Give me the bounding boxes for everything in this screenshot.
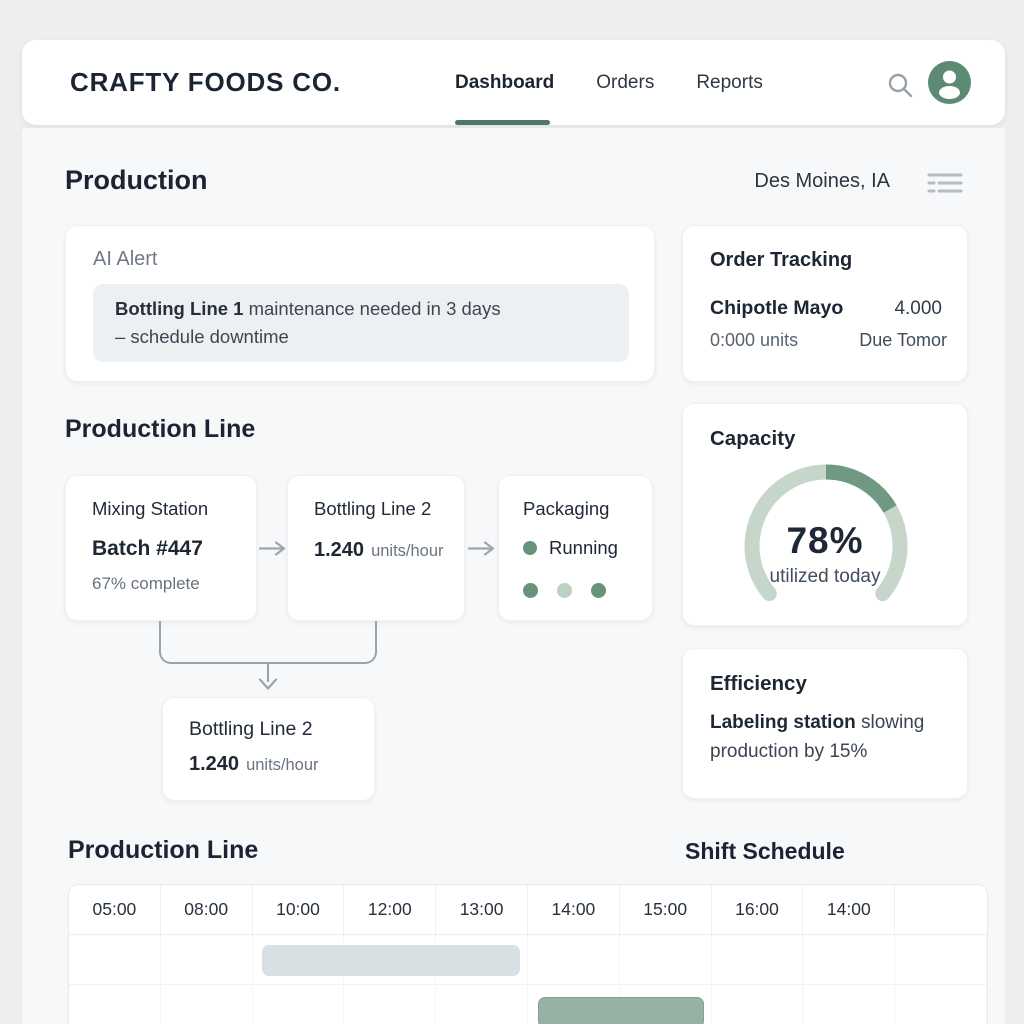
order-due-date: Due Tomor <box>859 330 947 350</box>
schedule-left-title: Production Line <box>68 836 259 864</box>
station-name: Bottling Line 2 <box>189 718 313 740</box>
user-avatar-icon[interactable] <box>928 61 971 104</box>
ai-alert-message: Bottling Line 1 maintenance needed in 3 … <box>93 284 629 362</box>
main-nav: Dashboard Orders Reports <box>455 40 763 125</box>
station-rate: 1.240 units/hour <box>189 753 348 776</box>
station-name: Mixing Station <box>92 498 209 519</box>
order-product-name: Chipotle Mayo <box>710 297 844 319</box>
search-icon[interactable] <box>886 71 914 99</box>
time-header-cell: 12:00 <box>344 885 437 934</box>
station-name: Packaging <box>523 498 610 519</box>
list-menu-icon[interactable] <box>925 171 965 195</box>
order-tracking-card: Order Tracking Chipotle Mayo 4.000 0:000… <box>682 225 968 382</box>
schedule-right-title: Shift Schedule <box>685 838 845 864</box>
arrow-down-icon <box>258 678 278 691</box>
flow-connector-line <box>267 663 269 682</box>
time-header-cell: 05:00 <box>69 885 161 934</box>
shift-schedule-grid: 05:00 08:00 10:00 12:00 13:00 14:00 15:0… <box>68 884 988 1024</box>
rate-value: 1.240 <box>314 539 365 561</box>
station-status: Running <box>523 537 628 559</box>
schedule-row-1 <box>69 935 987 985</box>
batch-number: Batch #447 <box>92 537 203 560</box>
station-card-bottling: Bottling Line 2 1.240 units/hour <box>287 475 465 621</box>
app-header: CRAFTY FOODS CO. Dashboard Orders Report… <box>22 40 1005 125</box>
time-header-cell: 14:00 <box>803 885 896 934</box>
ai-alert-card: AI Alert Bottling Line 1 maintenance nee… <box>65 225 655 382</box>
station-name: Bottling Line 2 <box>314 498 432 519</box>
order-tracking-title: Order Tracking <box>710 249 853 271</box>
status-label: Running <box>549 537 618 558</box>
arrow-right-icon <box>259 541 287 556</box>
indicator-dot-icon <box>591 583 606 598</box>
location-label: Des Moines, IA <box>754 170 890 192</box>
efficiency-title: Efficiency <box>710 672 807 695</box>
time-header-cell: 15:00 <box>620 885 712 934</box>
ai-alert-line1: Bottling Line 1 maintenance needed in 3 … <box>115 298 501 319</box>
order-subrow: 0:000 units Due Tomor <box>710 330 947 351</box>
flow-connector-line <box>159 621 377 664</box>
order-row: Chipotle Mayo 4.000 <box>710 297 942 320</box>
indicator-dot-icon <box>523 583 538 598</box>
production-line-section-title: Production Line <box>65 415 256 443</box>
arrow-right-icon <box>468 541 496 556</box>
capacity-title: Capacity <box>710 427 796 450</box>
order-quantity: 4.000 <box>894 298 942 319</box>
time-header-cell: 08:00 <box>161 885 253 934</box>
time-header-cell: 10:00 <box>253 885 345 934</box>
capacity-gauge <box>731 454 921 604</box>
nav-tab-dashboard[interactable]: Dashboard <box>455 71 555 93</box>
time-header-cell-empty <box>895 885 987 934</box>
time-header-cell: 14:00 <box>528 885 620 934</box>
status-indicator-dots <box>523 583 628 598</box>
gantt-bar-shift-1 <box>262 945 520 976</box>
batch-progress: 67% complete <box>92 574 200 593</box>
station-rate: 1.240 units/hour <box>314 539 444 562</box>
station-card-bottling-merged: Bottling Line 2 1.240 units/hour <box>162 697 375 801</box>
page-title: Production <box>65 165 208 195</box>
station-card-mixing: Mixing Station Batch #447 67% complete <box>65 475 257 621</box>
time-header-cell: 16:00 <box>712 885 804 934</box>
status-dot-icon <box>523 541 537 555</box>
schedule-row-2 <box>69 985 987 1024</box>
capacity-card: Capacity 78% utilized today <box>682 403 968 626</box>
gantt-bar-shift-2 <box>538 997 704 1024</box>
nav-tab-orders[interactable]: Orders <box>596 71 655 93</box>
time-header-cell: 13:00 <box>436 885 528 934</box>
efficiency-card: Efficiency Labeling station slowing prod… <box>682 648 968 799</box>
station-card-packaging: Packaging Running <box>498 475 653 621</box>
order-units: 0:000 units <box>710 330 799 350</box>
ai-alert-line2: – schedule downtime <box>115 325 289 347</box>
nav-tab-reports[interactable]: Reports <box>696 71 763 93</box>
rate-unit: units/hour <box>371 542 444 560</box>
indicator-dot-icon <box>557 583 572 598</box>
rate-unit: units/hour <box>246 756 319 774</box>
capacity-caption: utilized today <box>769 566 881 587</box>
efficiency-message: Labeling station slowing production by 1… <box>710 712 925 762</box>
brand-logo: CRAFTY FOODS CO. <box>70 67 341 97</box>
active-tab-underline <box>455 120 550 125</box>
capacity-percent: 78% <box>786 520 864 561</box>
rate-value: 1.240 <box>189 753 240 775</box>
ai-alert-title: AI Alert <box>93 248 158 270</box>
schedule-time-header: 05:00 08:00 10:00 12:00 13:00 14:00 15:0… <box>69 885 987 935</box>
